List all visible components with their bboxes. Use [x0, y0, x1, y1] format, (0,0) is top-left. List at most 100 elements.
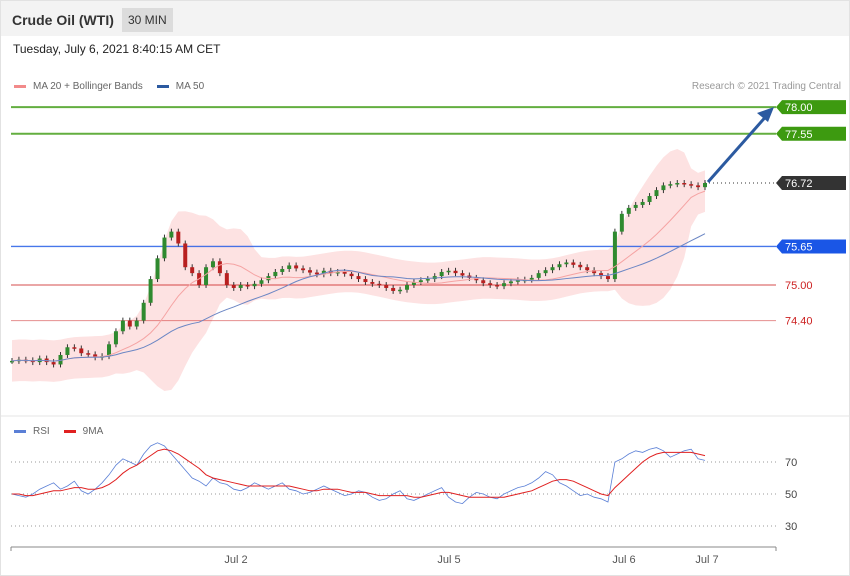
candle-body: [314, 272, 319, 275]
candle-body: [72, 347, 77, 349]
level-tag: [776, 239, 846, 254]
candle-body: [508, 281, 513, 284]
candle-body: [65, 347, 70, 355]
candle-body: [405, 285, 410, 290]
candle-body: [162, 237, 167, 259]
candle-body: [398, 289, 403, 292]
candle-body: [418, 280, 423, 283]
instrument-title: Crude Oil (WTI): [12, 12, 114, 28]
bollinger-band: [12, 149, 705, 392]
candle-body: [141, 302, 146, 321]
candle-body: [113, 331, 118, 345]
forecast-arrow: [706, 112, 771, 183]
candle-body: [571, 262, 576, 265]
candle-body: [273, 271, 278, 277]
candle-body: [384, 285, 389, 288]
rsi-ma-legend-label: 9MA: [82, 426, 104, 437]
candle-body: [321, 270, 326, 275]
level-label: 75.65: [785, 241, 813, 253]
candle-body: [93, 354, 98, 358]
candle-body: [647, 196, 652, 202]
candle-body: [619, 213, 624, 232]
rsi-ma-swatch: [63, 430, 76, 433]
candle-body: [411, 282, 416, 285]
candle-body: [134, 320, 139, 327]
level-tag: [776, 126, 846, 141]
candle-body: [217, 261, 222, 274]
candle-body: [689, 184, 694, 186]
candle-body: [460, 273, 465, 276]
candle-body: [280, 268, 285, 272]
candle-body: [599, 273, 604, 277]
ma50-legend-label: MA 50: [175, 81, 205, 92]
candle-body: [536, 273, 541, 278]
candle-body: [377, 283, 382, 286]
candle-body: [183, 243, 188, 268]
forecast-arrow-head: [757, 107, 774, 122]
candle-body: [682, 183, 687, 185]
candle-body: [169, 231, 174, 238]
ma50-line: [11, 233, 706, 362]
candle-body: [703, 183, 707, 188]
candle-body: [245, 285, 250, 287]
candle-body: [363, 279, 368, 283]
candle-body: [86, 353, 91, 355]
candle-body: [578, 264, 583, 268]
candle-body: [224, 273, 229, 285]
x-axis-label: Jul 2: [224, 554, 247, 566]
timeframe-badge[interactable]: 30 MIN: [122, 8, 173, 32]
rsi-tick-label: 50: [785, 489, 797, 501]
candle-body: [210, 261, 215, 268]
candle-body: [612, 231, 617, 280]
candle-body: [10, 360, 14, 363]
level-label: 78.00: [785, 102, 813, 114]
candle-body: [51, 362, 56, 365]
candle-body: [529, 277, 534, 280]
rsi-swatch: [14, 430, 26, 433]
ma20-legend-label: MA 20 + Bollinger Bands: [33, 81, 143, 92]
candle-body: [120, 320, 125, 332]
rsi-tick-label: 70: [785, 457, 797, 469]
candle-body: [238, 285, 243, 288]
candle-body: [252, 283, 257, 287]
candle-body: [502, 283, 507, 287]
candle-body: [564, 262, 569, 265]
ma50-swatch: [156, 85, 169, 88]
candle-body: [127, 320, 132, 327]
candle-body: [633, 204, 638, 208]
candle-body: [592, 270, 597, 274]
ma20-swatch: [14, 85, 26, 88]
candle-body: [259, 280, 264, 284]
candle-body: [301, 268, 306, 271]
candle-body: [481, 280, 486, 284]
level-tag: [776, 100, 846, 115]
candle-body: [640, 201, 645, 205]
candle-body: [675, 183, 680, 185]
price-legend: MA 20 + Bollinger Bands MA 50: [14, 81, 204, 92]
candle-body: [370, 282, 375, 284]
candle-body: [307, 270, 312, 273]
rsi-legend: RSI 9MA: [14, 426, 103, 437]
candle-body: [626, 207, 631, 214]
candle-body: [176, 231, 181, 244]
candle-body: [661, 185, 666, 191]
candle-body: [495, 285, 500, 287]
candle-body: [439, 271, 444, 277]
rsi-tick-label: 30: [785, 521, 797, 533]
candle-body: [585, 267, 590, 271]
candle-body: [148, 279, 153, 303]
candle-body: [155, 258, 160, 280]
candle-body: [557, 264, 562, 268]
level-label: 74.40: [785, 316, 813, 328]
candle-body: [294, 265, 299, 269]
level-tag: [776, 176, 846, 190]
level-label: 77.55: [785, 129, 813, 141]
rsi-legend-label: RSI: [33, 426, 50, 437]
candle-body: [335, 271, 340, 274]
candle-body: [696, 185, 701, 188]
candle-body: [328, 270, 333, 274]
credit-text: Research © 2021 Trading Central: [691, 81, 841, 92]
candle-body: [356, 276, 361, 280]
candle-body: [453, 270, 458, 274]
